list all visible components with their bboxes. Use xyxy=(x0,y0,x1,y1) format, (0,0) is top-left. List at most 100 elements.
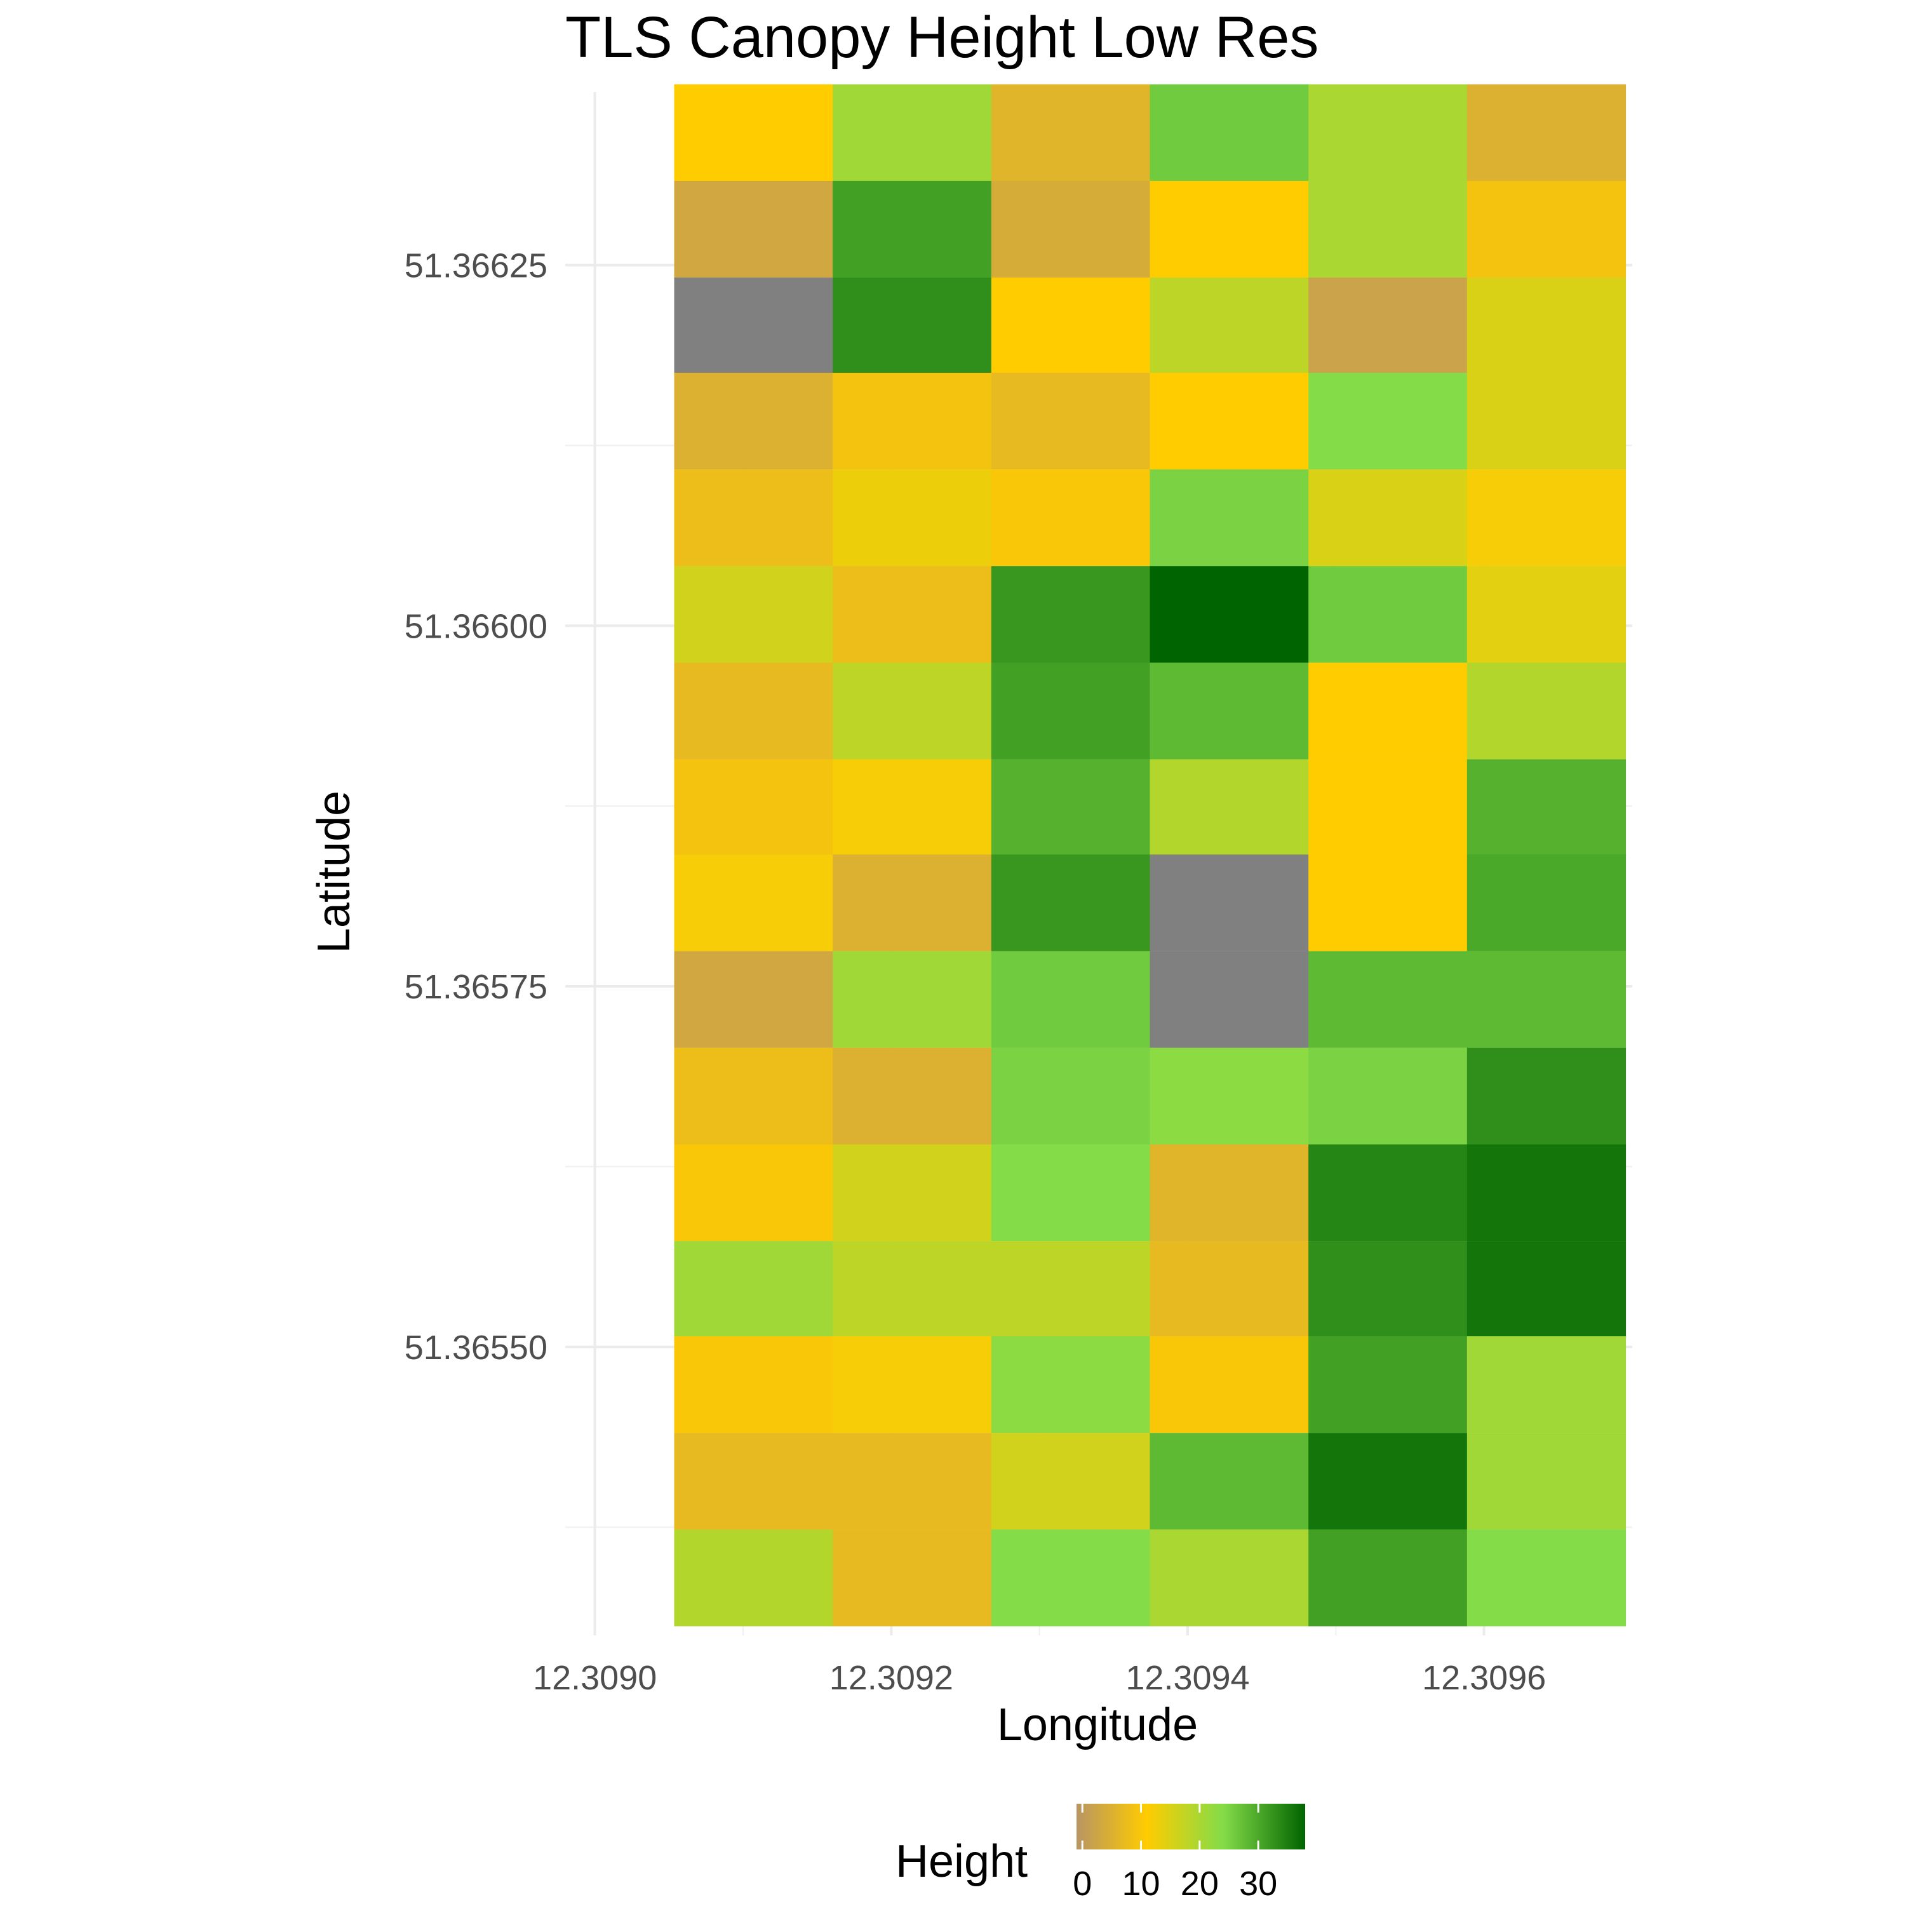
heatmap-cell xyxy=(1308,566,1468,663)
heatmap-cell xyxy=(833,759,992,856)
heatmap-cell xyxy=(833,662,992,760)
heatmap-cell xyxy=(833,1047,992,1145)
heatmap-cell xyxy=(674,566,833,663)
heatmap-cell xyxy=(991,854,1151,951)
heatmap-cell xyxy=(1150,566,1309,663)
heatmap-cell xyxy=(674,469,833,567)
heatmap-cell xyxy=(1308,1241,1468,1338)
heatmap-cell xyxy=(991,469,1151,567)
legend-tick-label: 30 xyxy=(1239,1865,1277,1903)
heatmap-cell xyxy=(1308,854,1468,951)
heatmap-cell xyxy=(674,84,833,182)
y-axis-ticks: 51.36625 51.36600 51.36575 51.36550 xyxy=(405,247,547,1367)
heatmap-cell xyxy=(674,1433,833,1530)
heatmap-cell xyxy=(833,469,992,567)
heatmap-cell xyxy=(1466,1529,1627,1627)
heatmap-cell xyxy=(833,1241,992,1338)
legend-tick-label: 0 xyxy=(1073,1865,1092,1903)
heatmap-cell xyxy=(833,1433,992,1530)
heatmap-cell xyxy=(991,278,1151,375)
x-axis-title: Longitude xyxy=(997,1700,1198,1750)
heatmap-cell xyxy=(1150,469,1309,567)
y-tick-label: 51.36600 xyxy=(405,607,547,645)
legend-ticks: 0 10 20 30 xyxy=(1073,1804,1277,1903)
heatmap-cell xyxy=(1466,854,1627,951)
heatmap-cell-na xyxy=(674,278,833,375)
heatmap-cell xyxy=(833,278,992,375)
heatmap-cell xyxy=(1150,759,1309,856)
heatmap-cell xyxy=(1308,1144,1468,1242)
heatmap-cell xyxy=(991,1529,1151,1627)
heatmap-cell xyxy=(1466,566,1627,663)
heatmap-cell xyxy=(1308,1336,1468,1433)
heatmap-cell xyxy=(991,662,1151,760)
chart-title: TLS Canopy Height Low Res xyxy=(565,5,1318,70)
heatmap-cell xyxy=(833,180,992,278)
legend-tick-label: 20 xyxy=(1181,1865,1219,1903)
y-tick-label: 51.36625 xyxy=(405,247,547,285)
x-tick-label: 12.3092 xyxy=(829,1659,953,1697)
heatmap-cell xyxy=(991,1241,1151,1338)
heatmap-cell xyxy=(1150,1433,1309,1530)
heatmap-cell xyxy=(1308,951,1468,1048)
legend-color-bar xyxy=(1077,1804,1305,1849)
heatmap-cell xyxy=(1466,372,1627,470)
heatmap-cell xyxy=(1466,1336,1627,1433)
heatmap-cell xyxy=(674,1241,833,1338)
heatmap-cell xyxy=(1308,1047,1468,1145)
heatmap-cell xyxy=(1466,84,1627,182)
heatmap-cell xyxy=(1466,180,1627,278)
y-tick-label: 51.36575 xyxy=(405,968,547,1006)
heatmap-cell xyxy=(674,372,833,470)
heatmap-cell xyxy=(1466,951,1627,1048)
heatmap-cell xyxy=(1150,180,1309,278)
color-legend: Height 0 10 20 30 xyxy=(896,1804,1305,1903)
legend-tick-label: 10 xyxy=(1122,1865,1160,1903)
heatmap-cell xyxy=(1308,84,1468,182)
heatmap-cell xyxy=(833,951,992,1048)
heatmap-cell xyxy=(1150,1047,1309,1145)
heatmap-cell xyxy=(674,759,833,856)
heatmap-cells xyxy=(674,84,1627,1627)
heatmap-cell xyxy=(1466,469,1627,567)
heatmap-cell xyxy=(833,854,992,951)
heatmap-cell xyxy=(991,566,1151,663)
heatmap-cell xyxy=(674,1047,833,1145)
heatmap-cell xyxy=(1308,372,1468,470)
heatmap-cell xyxy=(1466,1433,1627,1530)
x-axis-ticks: 12.3090 12.3092 12.3094 12.3096 xyxy=(533,1659,1546,1697)
heatmap-cell xyxy=(991,1144,1151,1242)
heatmap-cell xyxy=(1308,1433,1468,1530)
heatmap-cell xyxy=(833,1144,992,1242)
heatmap-cell xyxy=(674,854,833,951)
heatmap-cell xyxy=(1308,278,1468,375)
heatmap-cell xyxy=(1150,84,1309,182)
heatmap-cell xyxy=(1308,1529,1468,1627)
heatmap-cell xyxy=(991,1047,1151,1145)
heatmap-cell xyxy=(1150,1241,1309,1338)
heatmap-cell xyxy=(991,759,1151,856)
heatmap-cell xyxy=(991,1433,1151,1530)
heatmap-cell xyxy=(1466,1241,1627,1338)
heatmap-cell xyxy=(674,1529,833,1627)
heatmap-cell xyxy=(833,1529,992,1627)
heatmap-cell xyxy=(1308,180,1468,278)
heatmap-cell xyxy=(1466,1144,1627,1242)
x-tick-label: 12.3094 xyxy=(1125,1659,1249,1697)
heatmap-cell xyxy=(1150,372,1309,470)
heatmap-cell xyxy=(674,180,833,278)
x-tick-label: 12.3090 xyxy=(533,1659,657,1697)
heatmap-cell xyxy=(1466,759,1627,856)
heatmap-cell xyxy=(1308,469,1468,567)
heatmap-cell xyxy=(833,372,992,470)
heatmap-cell xyxy=(991,372,1151,470)
heatmap-cell xyxy=(1150,662,1309,760)
heatmap-cell xyxy=(674,1144,833,1242)
heatmap-cell xyxy=(1150,1529,1309,1627)
heatmap-cell xyxy=(833,566,992,663)
legend-title: Height xyxy=(896,1836,1028,1887)
heatmap-cell xyxy=(833,84,992,182)
heatmap-cell xyxy=(991,1336,1151,1433)
heatmap-cell xyxy=(1150,1144,1309,1242)
